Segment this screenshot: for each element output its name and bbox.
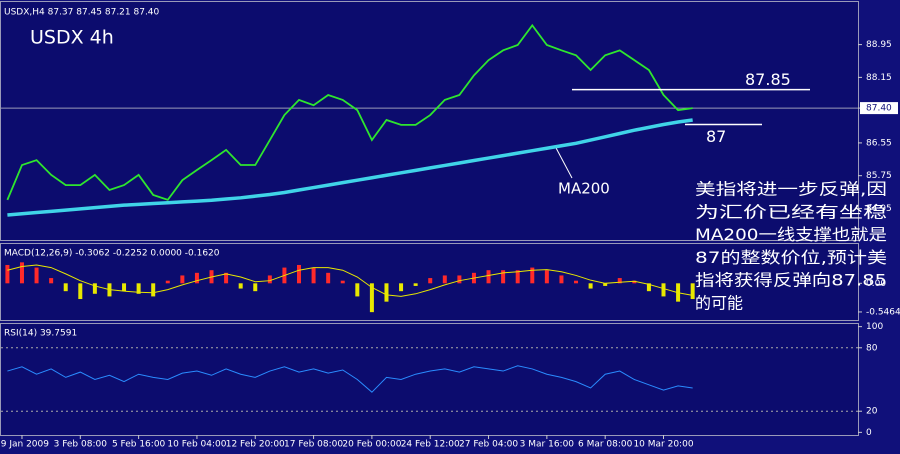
histogram-bar <box>311 267 316 284</box>
y-tick-label: 87.40 <box>866 104 892 114</box>
histogram-bar <box>559 275 564 284</box>
histogram-bar <box>224 272 229 284</box>
note-line: 的可能 <box>695 294 743 313</box>
histogram-bar <box>501 270 506 284</box>
series-line <box>6 23 693 201</box>
histogram-bar <box>428 278 433 284</box>
y-tick-label: 86.55 <box>866 138 892 148</box>
histogram-bar <box>384 283 389 302</box>
histogram-bar <box>457 275 462 284</box>
price-title: USDX,H4 87.37 87.45 87.21 87.40 <box>4 8 160 18</box>
histogram-bar <box>194 272 199 284</box>
level-label: 87 <box>706 127 726 146</box>
note-line: 为汇价已经有坐稳 <box>695 202 887 221</box>
x-tick-label: 20 Feb 00:00 <box>342 440 401 450</box>
histogram-bar <box>530 267 535 284</box>
histogram-bar <box>661 283 666 297</box>
histogram-bar <box>180 275 185 284</box>
histogram-bar <box>165 280 170 284</box>
series-line <box>7 365 693 393</box>
x-tick-label: 17 Feb 08:00 <box>284 440 343 450</box>
chart-label: USDX 4h <box>30 27 114 49</box>
y-tick-label: 84.95 <box>866 204 892 214</box>
y-tick-label: -0.5464 <box>866 307 900 317</box>
y-tick-label: 80 <box>866 343 878 353</box>
histogram-bar <box>413 283 418 286</box>
histogram-bar <box>544 270 549 284</box>
y-tick-label: 100 <box>866 322 883 332</box>
x-tick-label: 3 Feb 08:00 <box>54 440 108 450</box>
x-tick-label: 5 Feb 16:00 <box>112 440 166 450</box>
x-tick-label: 10 Mar 20:00 <box>633 440 693 450</box>
histogram-bar <box>486 270 491 284</box>
histogram-bar <box>617 278 622 284</box>
histogram-bar <box>515 270 520 284</box>
x-tick-label: 12 Feb 20:00 <box>226 440 285 450</box>
histogram-bar <box>63 283 68 292</box>
price-panel <box>0 1 859 241</box>
y-tick-label: 88.95 <box>866 40 892 50</box>
histogram-bar <box>238 283 243 289</box>
histogram-bar <box>34 267 39 284</box>
y-tick-label: 0 <box>866 428 872 438</box>
series-line <box>7 118 693 217</box>
histogram-bar <box>442 275 447 284</box>
x-tick-label: 27 Feb 04:00 <box>459 440 518 450</box>
histogram-bar <box>5 264 10 284</box>
histogram-bar <box>253 283 258 292</box>
level-label: 87.85 <box>745 70 791 89</box>
histogram-bar <box>136 283 141 294</box>
histogram-bar <box>632 280 637 284</box>
histogram-bar <box>151 283 156 297</box>
x-tick-label: 10 Feb 04:00 <box>167 440 226 450</box>
note-line: 87的整数价位,预计美 <box>695 248 887 267</box>
histogram-bar <box>369 283 374 313</box>
x-tick-label: 29 Jan 2009 <box>0 440 49 450</box>
rsi-panel <box>0 323 859 436</box>
note-line: 指将获得反弹向87.85 <box>695 271 887 290</box>
histogram-bar <box>340 280 345 284</box>
rsi-title: RSI(14) 39.7591 <box>4 329 77 339</box>
x-tick-label: 6 Mar 08:00 <box>578 440 633 450</box>
histogram-bar <box>267 275 272 284</box>
x-tick-label: 24 Feb 12:00 <box>401 440 460 450</box>
y-tick-label: 0.00 <box>866 279 886 289</box>
histogram-bar <box>92 283 97 294</box>
ma-pointer <box>554 145 573 179</box>
histogram-bar <box>399 283 404 292</box>
histogram-bar <box>78 283 83 300</box>
histogram-bar <box>603 283 608 286</box>
histogram-bar <box>574 280 579 284</box>
histogram-bar <box>49 278 54 284</box>
histogram-bar <box>297 264 301 284</box>
histogram-bar <box>326 272 331 284</box>
histogram-bar <box>122 283 127 292</box>
y-tick-label: 20 <box>866 407 878 417</box>
y-tick-label: 88.15 <box>866 73 892 83</box>
histogram-bar <box>690 283 695 300</box>
macd-title: MACD(12,26,9) -0.3062 -0.2252 0.0000 -0.… <box>4 249 220 259</box>
note-line: 美指将进一步反弹,因 <box>695 180 887 199</box>
histogram-bar <box>646 283 651 292</box>
ma-label: MA200 <box>558 180 610 198</box>
signal-line <box>7 264 693 297</box>
current-price-box <box>860 102 898 115</box>
x-tick-label: 3 Mar 16:00 <box>520 440 575 450</box>
histogram-bar <box>19 262 24 284</box>
note-line: MA200一线支撑也就是 <box>695 225 887 244</box>
histogram-bar <box>588 283 593 289</box>
y-tick-label: 85.75 <box>866 171 892 181</box>
histogram-bar <box>355 283 360 297</box>
